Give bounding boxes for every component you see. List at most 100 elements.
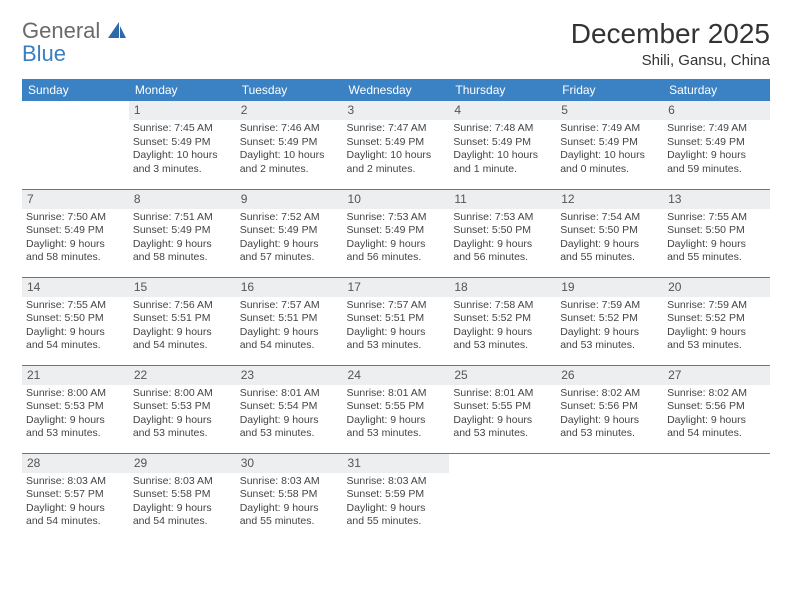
day-number: 19 — [556, 278, 663, 297]
sunrise-line: Sunrise: 8:02 AM — [560, 387, 659, 400]
calendar-row: 14Sunrise: 7:55 AMSunset: 5:50 PMDayligh… — [22, 277, 770, 365]
calendar-cell: 30Sunrise: 8:03 AMSunset: 5:58 PMDayligh… — [236, 453, 343, 541]
sunrise-line: Sunrise: 8:00 AM — [26, 387, 125, 400]
logo-text: General Blue — [22, 18, 126, 65]
daylight-line: Daylight: 9 hours and 53 minutes. — [347, 414, 446, 441]
daylight-line: Daylight: 9 hours and 58 minutes. — [26, 238, 125, 265]
sunset-line: Sunset: 5:49 PM — [133, 224, 232, 237]
day-number: 16 — [236, 278, 343, 297]
location: Shili, Gansu, China — [571, 52, 770, 69]
daylight-line: Daylight: 9 hours and 54 minutes. — [26, 326, 125, 353]
calendar-cell: 26Sunrise: 8:02 AMSunset: 5:56 PMDayligh… — [556, 365, 663, 453]
daylight-line: Daylight: 9 hours and 53 minutes. — [560, 326, 659, 353]
calendar-cell: 22Sunrise: 8:00 AMSunset: 5:53 PMDayligh… — [129, 365, 236, 453]
day-number: 4 — [449, 101, 556, 120]
sunset-line: Sunset: 5:52 PM — [667, 312, 766, 325]
day-number: 2 — [236, 101, 343, 120]
sunrise-line: Sunrise: 8:03 AM — [133, 475, 232, 488]
day-number: 25 — [449, 366, 556, 385]
sunset-line: Sunset: 5:49 PM — [133, 136, 232, 149]
sunset-line: Sunset: 5:56 PM — [560, 400, 659, 413]
sunrise-line: Sunrise: 7:56 AM — [133, 299, 232, 312]
day-number: 3 — [343, 101, 450, 120]
sunset-line: Sunset: 5:52 PM — [453, 312, 552, 325]
sunrise-line: Sunrise: 7:59 AM — [667, 299, 766, 312]
sunrise-line: Sunrise: 7:52 AM — [240, 211, 339, 224]
day-number: 15 — [129, 278, 236, 297]
day-number: 13 — [663, 190, 770, 209]
calendar-cell: 31Sunrise: 8:03 AMSunset: 5:59 PMDayligh… — [343, 453, 450, 541]
day-number: 20 — [663, 278, 770, 297]
calendar-table: SundayMondayTuesdayWednesdayThursdayFrid… — [22, 79, 770, 541]
calendar-cell: 15Sunrise: 7:56 AMSunset: 5:51 PMDayligh… — [129, 277, 236, 365]
daylight-line: Daylight: 9 hours and 54 minutes. — [667, 414, 766, 441]
daylight-line: Daylight: 9 hours and 53 minutes. — [667, 326, 766, 353]
calendar-cell: 2Sunrise: 7:46 AMSunset: 5:49 PMDaylight… — [236, 101, 343, 189]
sunset-line: Sunset: 5:52 PM — [560, 312, 659, 325]
sunrise-line: Sunrise: 8:03 AM — [26, 475, 125, 488]
calendar-cell: 19 Sunrise: 7:59 AMSunset: 5:52 PMDayligh… — [556, 277, 663, 365]
sunrise-line: Sunrise: 8:02 AM — [667, 387, 766, 400]
daylight-line: Daylight: 9 hours and 55 minutes. — [560, 238, 659, 265]
day-number: 11 — [449, 190, 556, 209]
sunrise-line: Sunrise: 7:53 AM — [453, 211, 552, 224]
calendar-cell: 14 Sunrise: 7:55 AMSunset: 5:50 PMDayligh… — [22, 277, 129, 365]
daylight-line: Daylight: 9 hours and 55 minutes. — [240, 502, 339, 529]
calendar-row: 21Sunrise: 8:00 AMSunset: 5:53 PMDayligh… — [22, 365, 770, 453]
weekday-header: Saturday — [663, 79, 770, 101]
weekday-header: Wednesday — [343, 79, 450, 101]
calendar-cell: 9Sunrise: 7:52 AMSunset: 5:49 PMDaylight… — [236, 189, 343, 277]
calendar-cell: 16Sunrise: 7:57 AMSunset: 5:51 PMDayligh… — [236, 277, 343, 365]
day-number: 21 — [22, 366, 129, 385]
calendar-cell: 23Sunrise: 8:01 AMSunset: 5:54 PMDayligh… — [236, 365, 343, 453]
sunrise-line: Sunrise: 7:51 AM — [133, 211, 232, 224]
sunrise-line: Sunrise: 8:01 AM — [240, 387, 339, 400]
sunrise-line: Sunrise: 7:49 AM — [560, 122, 659, 135]
sunset-line: Sunset: 5:50 PM — [667, 224, 766, 237]
logo-sail-icon — [108, 22, 126, 38]
sunset-line: Sunset: 5:55 PM — [453, 400, 552, 413]
calendar-cell: 7Sunrise: 7:50 AMSunset: 5:49 PMDaylight… — [22, 189, 129, 277]
sunset-line: Sunset: 5:51 PM — [240, 312, 339, 325]
calendar-cell — [22, 101, 129, 189]
daylight-line: Daylight: 9 hours and 56 minutes. — [347, 238, 446, 265]
calendar-cell: 17Sunrise: 7:57 AMSunset: 5:51 PMDayligh… — [343, 277, 450, 365]
calendar-cell: 1Sunrise: 7:45 AMSunset: 5:49 PMDaylight… — [129, 101, 236, 189]
sunrise-line: Sunrise: 8:03 AM — [347, 475, 446, 488]
sunset-line: Sunset: 5:50 PM — [453, 224, 552, 237]
daylight-line: Daylight: 9 hours and 55 minutes. — [667, 238, 766, 265]
calendar-cell: 6Sunrise: 7:49 AMSunset: 5:49 PMDaylight… — [663, 101, 770, 189]
day-number: 14 — [22, 278, 129, 297]
calendar-cell — [663, 453, 770, 541]
daylight-line: Daylight: 9 hours and 54 minutes. — [26, 502, 125, 529]
month-title: December 2025 — [571, 18, 770, 50]
calendar-row: 1Sunrise: 7:45 AMSunset: 5:49 PMDaylight… — [22, 101, 770, 189]
daylight-line: Daylight: 9 hours and 54 minutes. — [133, 326, 232, 353]
calendar-cell: 28Sunrise: 8:03 AMSunset: 5:57 PMDayligh… — [22, 453, 129, 541]
daylight-line: Daylight: 9 hours and 53 minutes. — [453, 326, 552, 353]
sunset-line: Sunset: 5:49 PM — [560, 136, 659, 149]
logo-line1: General — [22, 18, 100, 43]
sunset-line: Sunset: 5:50 PM — [26, 312, 125, 325]
day-number: 5 — [556, 101, 663, 120]
sunrise-line: Sunrise: 7:55 AM — [26, 299, 125, 312]
sunset-line: Sunset: 5:55 PM — [347, 400, 446, 413]
sunset-line: Sunset: 5:54 PM — [240, 400, 339, 413]
calendar-cell — [556, 453, 663, 541]
sunset-line: Sunset: 5:51 PM — [347, 312, 446, 325]
calendar-cell — [449, 453, 556, 541]
day-number: 17 — [343, 278, 450, 297]
day-number: 24 — [343, 366, 450, 385]
day-number: 27 — [663, 366, 770, 385]
day-number: 8 — [129, 190, 236, 209]
calendar-cell: 20 Sunrise: 7:59 AMSunset: 5:52 PMDayligh… — [663, 277, 770, 365]
weekday-header: Sunday — [22, 79, 129, 101]
sunset-line: Sunset: 5:50 PM — [560, 224, 659, 237]
daylight-line: Daylight: 9 hours and 59 minutes. — [667, 149, 766, 176]
calendar-cell: 4Sunrise: 7:48 AMSunset: 5:49 PMDaylight… — [449, 101, 556, 189]
weekday-header: Thursday — [449, 79, 556, 101]
sunrise-line: Sunrise: 8:00 AM — [133, 387, 232, 400]
sunrise-line: Sunrise: 7:59 AM — [560, 299, 659, 312]
day-number: 18 — [449, 278, 556, 297]
sunrise-line: Sunrise: 7:47 AM — [347, 122, 446, 135]
